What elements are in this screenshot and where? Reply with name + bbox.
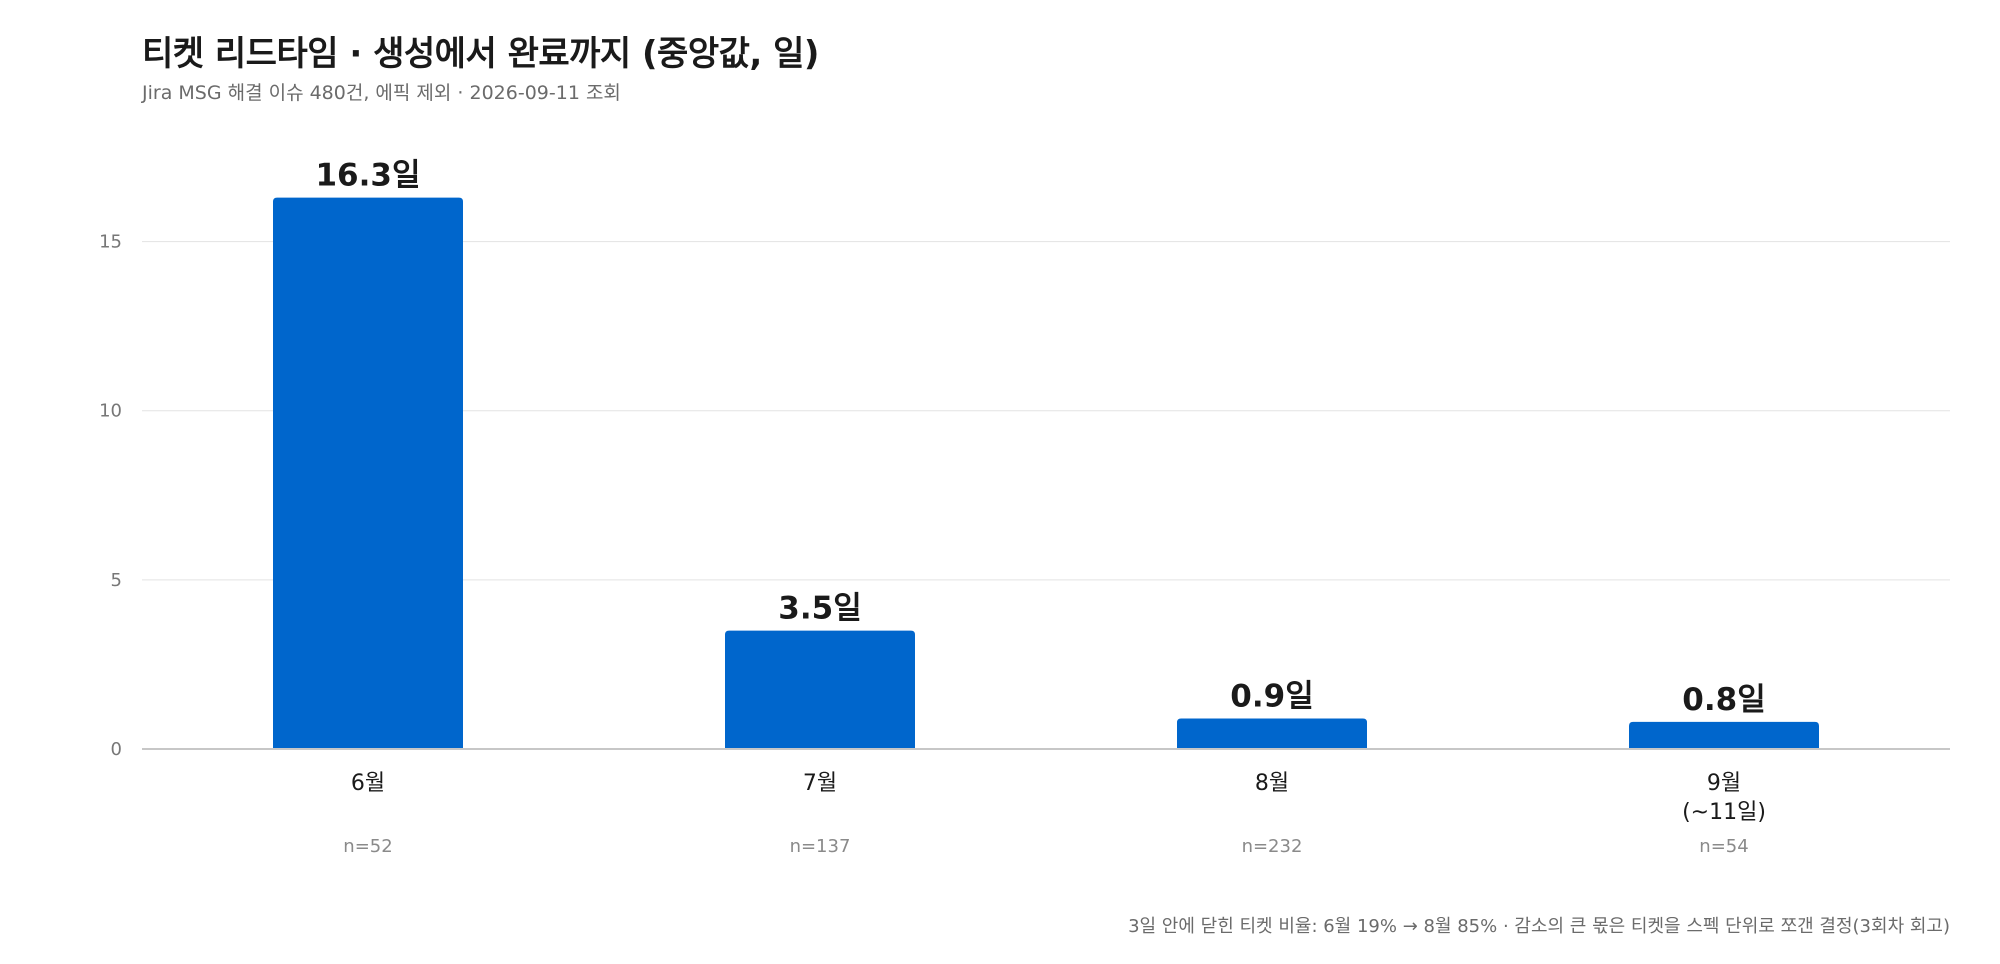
bar — [1629, 721, 1819, 749]
bar-value-label: 16.3일 — [315, 158, 420, 194]
bar — [1177, 718, 1367, 749]
sample-size-label: n=54 — [1699, 836, 1748, 857]
x-tick-label: (~11일) — [1682, 800, 1766, 825]
chart-title: 티켓 리드타임 · 생성에서 완료까지 (중앙값, 일) — [142, 34, 819, 74]
chart-footnote: 3일 안에 닫힌 티켓 비율: 6월 19% → 8월 85% · 감소의 큰 … — [1128, 916, 1950, 937]
y-tick-label: 10 — [99, 401, 122, 422]
bar-value-label: 0.9일 — [1230, 679, 1313, 715]
y-tick-label: 5 — [111, 570, 122, 591]
sample-size-label: n=52 — [343, 836, 392, 857]
sample-size-label: n=137 — [790, 836, 851, 857]
sample-size-label: n=232 — [1242, 836, 1303, 857]
x-tick-label: 9월 — [1707, 771, 1741, 796]
bar — [725, 630, 915, 749]
x-tick-label: 7월 — [803, 771, 837, 796]
bar-value-label: 0.8일 — [1682, 682, 1765, 718]
x-tick-label: 8월 — [1255, 771, 1289, 796]
y-tick-label: 15 — [99, 232, 122, 253]
chart-subtitle: Jira MSG 해결 이슈 480건, 에픽 제외 · 2026-09-11 … — [142, 82, 621, 104]
bar — [273, 197, 463, 749]
x-tick-label: 6월 — [351, 771, 385, 796]
y-tick-label: 0 — [111, 739, 122, 760]
bar-value-label: 3.5일 — [778, 591, 861, 627]
